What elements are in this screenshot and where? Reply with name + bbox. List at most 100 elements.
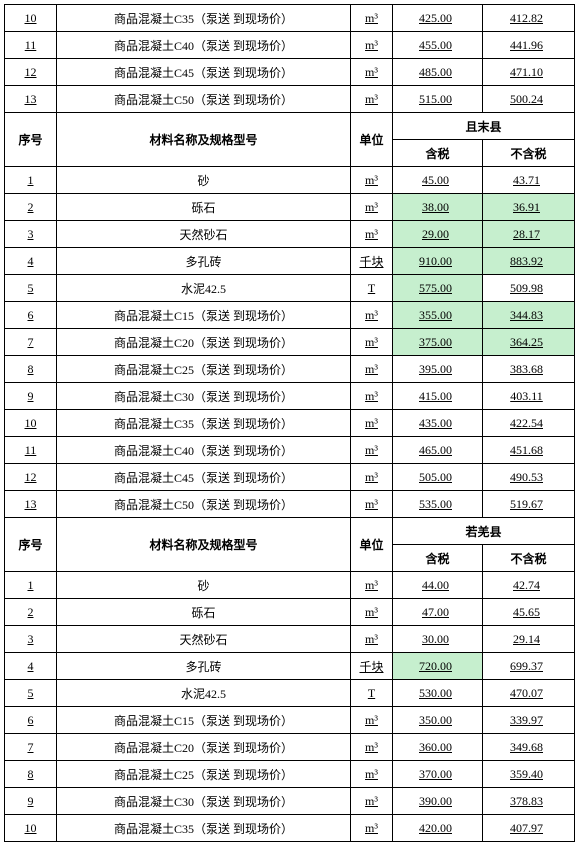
table-row: 10商品混凝土C35（泵送 到现场价）m³435.00422.54: [5, 410, 575, 437]
row-material-name: 商品混凝土C25（泵送 到现场价）: [57, 356, 351, 383]
row-seq: 11: [5, 437, 57, 464]
row-price-tax: 370.00: [393, 761, 483, 788]
row-seq: 4: [5, 248, 57, 275]
row-unit: m³: [351, 410, 393, 437]
row-seq: 8: [5, 761, 57, 788]
row-material-name: 商品混凝土C15（泵送 到现场价）: [57, 707, 351, 734]
row-seq: 10: [5, 5, 57, 32]
row-price-tax: 455.00: [393, 32, 483, 59]
header-name: 材料名称及规格型号: [57, 113, 351, 167]
row-seq: 9: [5, 383, 57, 410]
row-seq: 12: [5, 59, 57, 86]
header-unit: 单位: [351, 113, 393, 167]
row-material-name: 天然砂石: [57, 626, 351, 653]
table-row: 12商品混凝土C45（泵送 到现场价）m³505.00490.53: [5, 464, 575, 491]
row-price-notax: 451.68: [483, 437, 575, 464]
table-row: 5水泥42.5T530.00470.07: [5, 680, 575, 707]
row-price-notax: 349.68: [483, 734, 575, 761]
header-seq: 序号: [5, 113, 57, 167]
table-row: 13商品混凝土C50（泵送 到现场价）m³535.00519.67: [5, 491, 575, 518]
header-row-qiemo: 序号材料名称及规格型号单位且末县: [5, 113, 575, 140]
row-unit: T: [351, 275, 393, 302]
header-seq: 序号: [5, 518, 57, 572]
row-seq: 10: [5, 410, 57, 437]
row-seq: 5: [5, 275, 57, 302]
header-name: 材料名称及规格型号: [57, 518, 351, 572]
row-unit: m³: [351, 329, 393, 356]
row-material-name: 商品混凝土C30（泵送 到现场价）: [57, 788, 351, 815]
row-price-tax: 575.00: [393, 275, 483, 302]
row-price-tax: 425.00: [393, 5, 483, 32]
row-price-notax: 42.74: [483, 572, 575, 599]
table-row: 1砂m³44.0042.74: [5, 572, 575, 599]
row-seq: 5: [5, 680, 57, 707]
row-unit: m³: [351, 707, 393, 734]
row-material-name: 砂: [57, 167, 351, 194]
table-row: 5水泥42.5T575.00509.98: [5, 275, 575, 302]
row-price-notax: 519.67: [483, 491, 575, 518]
row-seq: 3: [5, 626, 57, 653]
header-row-ruoqiang: 序号材料名称及规格型号单位若羌县: [5, 518, 575, 545]
row-price-notax: 490.53: [483, 464, 575, 491]
row-seq: 12: [5, 464, 57, 491]
row-material-name: 水泥42.5: [57, 275, 351, 302]
row-material-name: 砾石: [57, 194, 351, 221]
table-row: 6商品混凝土C15（泵送 到现场价）m³355.00344.83: [5, 302, 575, 329]
row-price-tax: 355.00: [393, 302, 483, 329]
row-material-name: 天然砂石: [57, 221, 351, 248]
row-material-name: 砾石: [57, 599, 351, 626]
header-unit: 单位: [351, 518, 393, 572]
row-unit: m³: [351, 572, 393, 599]
row-price-notax: 45.65: [483, 599, 575, 626]
row-price-tax: 720.00: [393, 653, 483, 680]
row-material-name: 商品混凝土C45（泵送 到现场价）: [57, 59, 351, 86]
row-unit: m³: [351, 626, 393, 653]
row-seq: 4: [5, 653, 57, 680]
row-price-notax: 43.71: [483, 167, 575, 194]
row-price-tax: 44.00: [393, 572, 483, 599]
row-price-notax: 407.97: [483, 815, 575, 842]
row-material-name: 商品混凝土C30（泵送 到现场价）: [57, 383, 351, 410]
row-material-name: 商品混凝土C35（泵送 到现场价）: [57, 410, 351, 437]
row-seq: 6: [5, 707, 57, 734]
row-material-name: 商品混凝土C45（泵送 到现场价）: [57, 464, 351, 491]
header-notax: 不含税: [483, 545, 575, 572]
row-seq: 3: [5, 221, 57, 248]
row-seq: 10: [5, 815, 57, 842]
row-material-name: 商品混凝土C35（泵送 到现场价）: [57, 5, 351, 32]
table-row: 3天然砂石m³30.0029.14: [5, 626, 575, 653]
row-price-tax: 515.00: [393, 86, 483, 113]
row-unit: m³: [351, 437, 393, 464]
row-unit: m³: [351, 599, 393, 626]
row-price-notax: 403.11: [483, 383, 575, 410]
row-material-name: 商品混凝土C15（泵送 到现场价）: [57, 302, 351, 329]
row-price-tax: 29.00: [393, 221, 483, 248]
row-material-name: 商品混凝土C50（泵送 到现场价）: [57, 86, 351, 113]
row-unit: m³: [351, 761, 393, 788]
row-price-notax: 509.98: [483, 275, 575, 302]
row-unit: m³: [351, 815, 393, 842]
row-unit: m³: [351, 356, 393, 383]
table-row: 4多孔砖千块910.00883.92: [5, 248, 575, 275]
row-seq: 8: [5, 356, 57, 383]
row-unit: m³: [351, 5, 393, 32]
row-price-notax: 383.68: [483, 356, 575, 383]
row-price-tax: 360.00: [393, 734, 483, 761]
row-price-tax: 465.00: [393, 437, 483, 464]
row-price-tax: 38.00: [393, 194, 483, 221]
row-seq: 2: [5, 599, 57, 626]
row-seq: 7: [5, 329, 57, 356]
row-price-notax: 36.91: [483, 194, 575, 221]
row-price-tax: 395.00: [393, 356, 483, 383]
row-seq: 13: [5, 491, 57, 518]
row-material-name: 商品混凝土C40（泵送 到现场价）: [57, 32, 351, 59]
row-unit: m³: [351, 302, 393, 329]
table-row: 7商品混凝土C20（泵送 到现场价）m³375.00364.25: [5, 329, 575, 356]
row-unit: m³: [351, 464, 393, 491]
row-seq: 9: [5, 788, 57, 815]
row-unit: m³: [351, 491, 393, 518]
row-seq: 1: [5, 167, 57, 194]
table-row: 4多孔砖千块720.00699.37: [5, 653, 575, 680]
materials-price-table: 10商品混凝土C35（泵送 到现场价）m³425.00412.8211商品混凝土…: [4, 4, 575, 842]
row-price-notax: 378.83: [483, 788, 575, 815]
